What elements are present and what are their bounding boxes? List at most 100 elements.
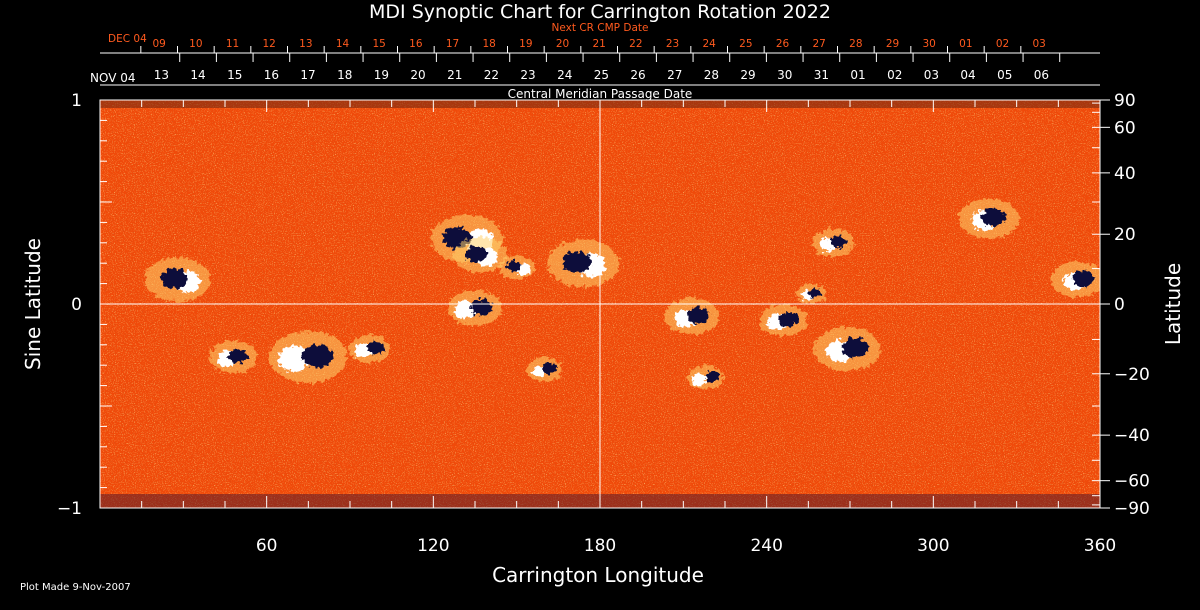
cmp-date-label: 16 [264, 68, 279, 82]
positive-polarity-spot [278, 346, 310, 373]
y-tick-label-right: 40 [1114, 164, 1136, 184]
cmp-date-label: 20 [410, 68, 425, 82]
cmp-date-label: 01 [850, 68, 865, 82]
cmp-date-label: 25 [594, 68, 609, 82]
cmp-date-label: 06 [1034, 68, 1049, 82]
x-tick-label: 360 [1084, 536, 1116, 556]
cmp-date-label: 19 [374, 68, 389, 82]
active-region [144, 257, 211, 302]
y-tick-label-right: −20 [1114, 365, 1150, 385]
active-region [547, 239, 620, 288]
negative-polarity-spot [161, 268, 188, 289]
next-cr-date-label: 25 [739, 38, 752, 50]
active-region [812, 228, 855, 257]
negative-polarity-spot [687, 307, 709, 324]
next-cr-title: Next CR CMP Date [552, 22, 649, 34]
y-axis-title-right: Latitude [1161, 263, 1185, 345]
active-region [664, 298, 719, 335]
positive-polarity-spot [691, 373, 707, 386]
negative-polarity-spot [981, 208, 1006, 227]
negative-polarity-spot [464, 245, 487, 263]
x-tick-label: 60 [256, 536, 278, 556]
next-cr-date-label: 22 [629, 38, 642, 50]
negative-polarity-spot [228, 348, 248, 364]
positive-polarity-spot [354, 343, 372, 358]
y-tick-label-right: −40 [1114, 426, 1150, 446]
cmp-date-label: 24 [557, 68, 572, 82]
active-region [526, 357, 563, 382]
chart-title: MDI Synoptic Chart for Carrington Rotati… [369, 1, 831, 23]
active-region [498, 255, 535, 280]
next-cr-date-label: 30 [922, 38, 935, 50]
active-region [958, 198, 1019, 239]
next-cr-date-label: 11 [226, 38, 239, 50]
cmp-date-label: 27 [667, 68, 682, 82]
cmp-date-label: 28 [704, 68, 719, 82]
y-axis-title-left: Sine Latitude [21, 238, 45, 370]
y-tick-label-left: −1 [57, 499, 82, 519]
cmp-date-label: 21 [447, 68, 462, 82]
y-tick-label-right: 20 [1114, 225, 1136, 245]
next-cr-date-label: 01 [959, 38, 972, 50]
negative-polarity-spot [302, 344, 334, 368]
y-tick-label-right: 60 [1114, 118, 1136, 138]
y-tick-label-right: 0 [1114, 295, 1125, 315]
next-cr-date-label: 24 [702, 38, 716, 50]
next-cr-date-label: 14 [336, 38, 350, 50]
next-cr-date-label: 16 [409, 38, 423, 50]
next-cr-date-label: 02 [996, 38, 1009, 50]
cmp-date-label: 30 [777, 68, 792, 82]
right-axis: 90 60 40 20 0 −20 −40 −60 −90 [1092, 91, 1150, 519]
cmp-date-label: 14 [190, 68, 205, 82]
cmp-date-label: 15 [227, 68, 242, 82]
x-tick-label: 300 [917, 536, 949, 556]
next-cr-first-label: DEC 04 [108, 33, 147, 45]
y-tick-label-left: 0 [71, 295, 82, 315]
negative-polarity-spot [704, 371, 720, 382]
left-axis: 1 0 −1 [57, 91, 112, 519]
x-tick-label: 240 [750, 536, 782, 556]
y-tick-label-right: −60 [1114, 472, 1150, 492]
next-cr-date-label: 27 [812, 38, 825, 50]
active-region [453, 237, 508, 274]
top-date-axes: Next CR CMP Date DEC 04 03 02 01 30 29 28 27 26 25… [90, 22, 1100, 101]
next-cr-date-label: 19 [519, 38, 532, 50]
cmp-first-label: NOV 04 [90, 71, 136, 85]
negative-polarity-spot [808, 288, 821, 298]
active-region [1050, 261, 1100, 298]
next-cr-date-label: 28 [849, 38, 862, 50]
next-cr-date-label: 03 [1032, 38, 1045, 50]
cmp-date-label: 18 [337, 68, 352, 82]
y-tick-label-right: −90 [1114, 499, 1150, 519]
active-region [209, 341, 258, 374]
cmp-date-label: 04 [960, 68, 975, 82]
next-cr-date-label: 12 [262, 38, 275, 50]
negative-polarity-spot [506, 260, 521, 272]
next-cr-date-label: 17 [446, 38, 459, 50]
next-cr-date-label: 09 [152, 38, 165, 50]
next-cr-date-label: 29 [886, 38, 899, 50]
next-cr-date-label: 18 [482, 38, 495, 50]
cmp-date-label: 29 [740, 68, 755, 82]
y-tick-label-left: 1 [71, 91, 82, 111]
negative-polarity-spot [470, 298, 493, 316]
cmp-date-label: 03 [924, 68, 939, 82]
negative-polarity-spot [562, 251, 592, 273]
active-region [269, 331, 348, 384]
next-cr-date-label: 15 [372, 38, 385, 50]
active-region [796, 283, 827, 304]
bottom-axis: 60 120 180 240 300 360 [99, 100, 1116, 556]
cmp-date-label: 02 [887, 68, 902, 82]
next-cr-date-label: 13 [299, 38, 312, 50]
negative-polarity-spot [778, 312, 798, 327]
negative-polarity-spot [842, 337, 869, 358]
y-tick-label-right: 90 [1114, 91, 1136, 111]
cmp-date-label: 05 [997, 68, 1012, 82]
cmp-date-label: 13 [154, 68, 169, 82]
active-regions [144, 198, 1100, 390]
active-region [348, 334, 391, 363]
negative-polarity-spot [367, 341, 385, 355]
next-cr-date-label: 10 [189, 38, 202, 50]
negative-polarity-spot [542, 362, 557, 374]
